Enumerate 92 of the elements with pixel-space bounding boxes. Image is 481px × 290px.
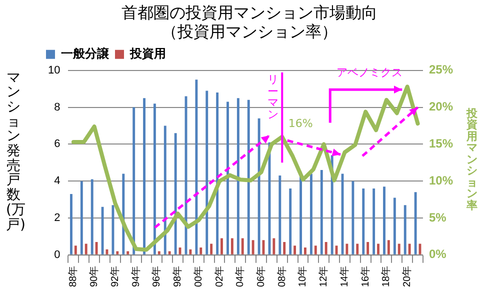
bar bbox=[80, 181, 83, 254]
y-tick-label: 4 bbox=[54, 175, 60, 188]
y2-tick-label: 5% bbox=[428, 210, 447, 224]
bar bbox=[230, 238, 234, 254]
bar bbox=[247, 100, 250, 254]
x-tick-label: 18年 bbox=[380, 266, 392, 287]
bar bbox=[408, 244, 411, 254]
text: マンション発売戸数(万戸) bbox=[6, 70, 26, 232]
y-tick-label: 8 bbox=[54, 101, 60, 114]
bar bbox=[143, 98, 146, 254]
x-tick-label: 10年 bbox=[296, 266, 309, 287]
bar bbox=[164, 126, 166, 254]
bar bbox=[278, 176, 282, 254]
x-tick-label: 14年 bbox=[338, 266, 350, 287]
bar bbox=[294, 246, 296, 254]
x-tick-label: 04年 bbox=[234, 266, 246, 287]
bar bbox=[174, 133, 177, 254]
y-tick-label: 6 bbox=[54, 138, 60, 150]
x-tick-label: 92年 bbox=[108, 266, 121, 287]
bar bbox=[189, 249, 192, 254]
bar bbox=[200, 248, 202, 254]
bar bbox=[366, 242, 370, 254]
text: 投資用マンション率 bbox=[466, 106, 478, 212]
bar bbox=[362, 188, 365, 254]
x-tick-label: 00年 bbox=[192, 266, 204, 287]
bar bbox=[314, 246, 317, 254]
bar bbox=[158, 251, 160, 254]
y2-tick-label: 15% bbox=[428, 136, 454, 151]
bar bbox=[74, 246, 77, 254]
bar bbox=[126, 251, 130, 254]
bar bbox=[283, 242, 286, 254]
x-tick-label: 16年 bbox=[359, 266, 372, 287]
bar bbox=[258, 118, 260, 254]
bar bbox=[195, 80, 198, 254]
bar bbox=[153, 104, 156, 254]
x-tick-label: 20年 bbox=[401, 266, 414, 287]
x-tick-label: 98年 bbox=[172, 266, 184, 287]
bar bbox=[95, 242, 98, 254]
bar bbox=[387, 240, 390, 254]
annotation: 16% bbox=[288, 117, 313, 130]
bar bbox=[132, 107, 136, 254]
bar bbox=[383, 186, 386, 254]
y-tick-label: 2 bbox=[54, 212, 60, 224]
bar bbox=[210, 244, 213, 254]
bar bbox=[414, 192, 417, 254]
y2-tick-label: 0% bbox=[428, 247, 447, 262]
bar bbox=[320, 170, 323, 254]
y2-tick-label: 25% bbox=[428, 62, 454, 77]
bar bbox=[377, 244, 380, 254]
x-tick-label: 88年 bbox=[67, 266, 80, 287]
bar bbox=[84, 244, 88, 254]
bar bbox=[226, 102, 229, 254]
bar bbox=[241, 238, 244, 254]
chart-title: 首都圏の投資用マンション市場動向 bbox=[122, 4, 378, 22]
bar bbox=[404, 205, 406, 254]
y-tick-label: 10 bbox=[48, 64, 60, 76]
chart-subtitle: （投資用マンション率） bbox=[162, 23, 338, 42]
bar bbox=[356, 244, 359, 254]
y-tick-label: 0 bbox=[54, 248, 60, 261]
bar bbox=[90, 179, 94, 254]
bar bbox=[116, 251, 119, 254]
legend-label: 投資用 bbox=[129, 46, 166, 61]
x-tick-label: 06年 bbox=[255, 266, 268, 287]
x-tick-label: 96年 bbox=[150, 266, 163, 287]
legend-label: 一般分譲 bbox=[61, 46, 110, 61]
bar bbox=[324, 242, 328, 254]
x-tick-label: 08年 bbox=[276, 266, 288, 287]
y2-tick-label: 10% bbox=[428, 173, 454, 188]
bar bbox=[220, 238, 223, 254]
bar bbox=[289, 188, 292, 254]
bar bbox=[352, 181, 354, 254]
bar bbox=[236, 98, 240, 254]
bar bbox=[398, 244, 400, 254]
bar bbox=[70, 194, 72, 254]
y2-tick-label: 20% bbox=[428, 100, 454, 114]
x-tick-label: 90年 bbox=[88, 266, 100, 287]
bar bbox=[101, 206, 104, 254]
bar bbox=[346, 244, 348, 254]
bar bbox=[168, 251, 171, 254]
bar bbox=[252, 240, 254, 254]
bar bbox=[206, 90, 208, 254]
bar bbox=[393, 198, 396, 254]
annotation: アベノミクス bbox=[336, 65, 402, 80]
bar bbox=[372, 188, 376, 254]
bar bbox=[310, 174, 312, 254]
x-tick-label: 94年 bbox=[130, 266, 142, 287]
bar bbox=[304, 248, 306, 254]
ref-line-label: リーマン bbox=[267, 73, 279, 122]
bar bbox=[272, 238, 276, 254]
x-tick-label: 02年 bbox=[213, 266, 226, 287]
x-tick-label: 12年 bbox=[318, 266, 330, 287]
bar bbox=[216, 92, 219, 254]
